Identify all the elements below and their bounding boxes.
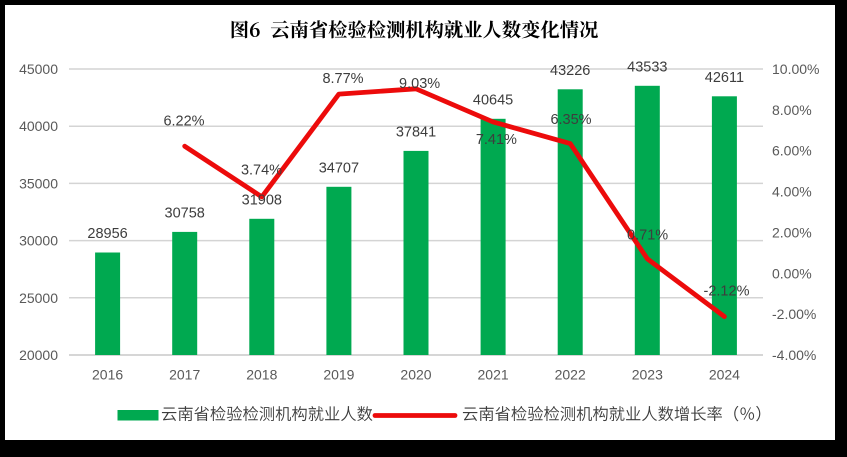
- svg-text:-2.12%: -2.12%: [704, 284, 750, 300]
- svg-text:2023: 2023: [632, 367, 663, 383]
- svg-text:0.00%: 0.00%: [772, 265, 812, 281]
- svg-text:25000: 25000: [19, 290, 58, 306]
- svg-text:7.41%: 7.41%: [476, 132, 517, 148]
- svg-text:4.00%: 4.00%: [772, 184, 812, 200]
- svg-text:10.00%: 10.00%: [772, 61, 819, 77]
- svg-text:34707: 34707: [319, 160, 359, 176]
- svg-text:2021: 2021: [478, 367, 509, 383]
- svg-text:43533: 43533: [627, 59, 667, 75]
- svg-text:40000: 40000: [19, 118, 58, 134]
- svg-text:8.00%: 8.00%: [772, 102, 812, 118]
- svg-text:2019: 2019: [323, 367, 354, 383]
- svg-text:20000: 20000: [19, 347, 58, 363]
- svg-text:31908: 31908: [242, 192, 282, 208]
- svg-text:2020: 2020: [400, 367, 431, 383]
- svg-text:45000: 45000: [19, 61, 58, 77]
- svg-text:43226: 43226: [550, 63, 590, 79]
- svg-text:2017: 2017: [169, 367, 200, 383]
- svg-text:28956: 28956: [87, 226, 127, 242]
- svg-text:6.22%: 6.22%: [163, 114, 204, 130]
- svg-text:6.00%: 6.00%: [772, 143, 812, 159]
- svg-text:37841: 37841: [396, 124, 436, 140]
- svg-text:2.00%: 2.00%: [772, 224, 812, 240]
- svg-text:8.77%: 8.77%: [322, 71, 363, 87]
- svg-text:-2.00%: -2.00%: [772, 306, 816, 322]
- svg-text:0.71%: 0.71%: [627, 227, 668, 243]
- svg-text:2022: 2022: [555, 367, 586, 383]
- svg-text:40645: 40645: [473, 92, 513, 108]
- svg-text:30758: 30758: [165, 205, 205, 221]
- svg-text:2024: 2024: [709, 367, 740, 383]
- svg-text:2016: 2016: [92, 367, 123, 383]
- svg-text:-4.00%: -4.00%: [772, 347, 816, 363]
- svg-text:9.03%: 9.03%: [399, 76, 440, 92]
- svg-text:3.74%: 3.74%: [241, 162, 282, 178]
- svg-text:6.35%: 6.35%: [550, 112, 591, 128]
- svg-text:2018: 2018: [246, 367, 277, 383]
- svg-text:30000: 30000: [19, 233, 58, 249]
- svg-text:35000: 35000: [19, 175, 58, 191]
- svg-text:42611: 42611: [705, 70, 744, 86]
